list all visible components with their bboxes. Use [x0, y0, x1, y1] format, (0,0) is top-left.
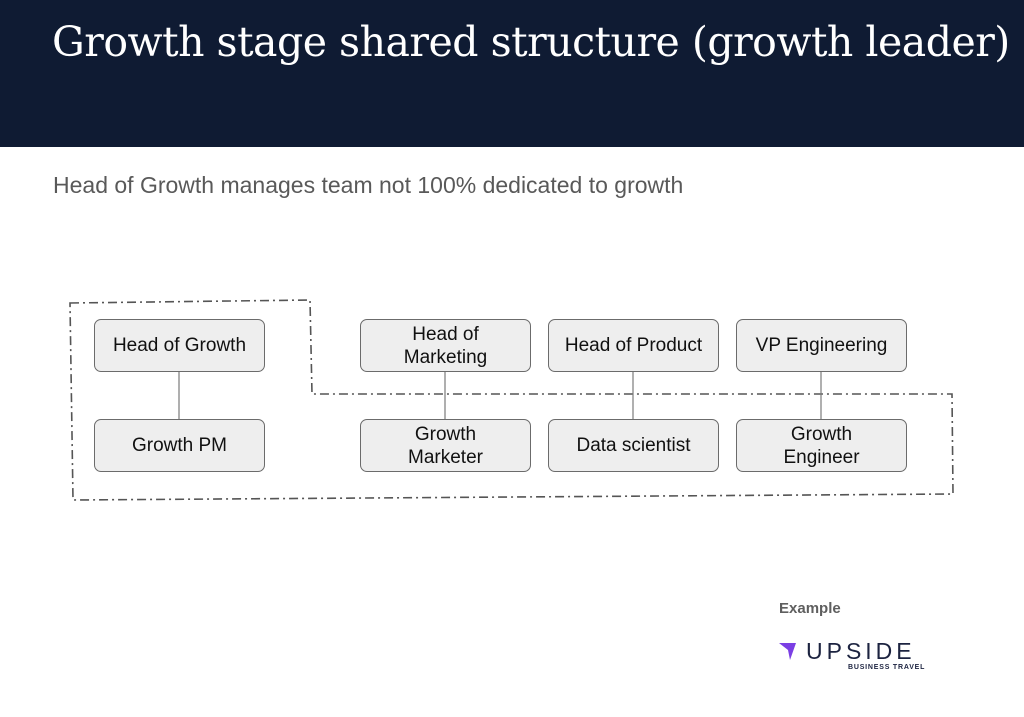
growth-team-boundary [69, 299, 954, 501]
header-banner: Growth stage shared structure (growth le… [0, 0, 1024, 147]
node-head-of-growth: Head of Growth [94, 319, 265, 372]
node-head-of-product: Head of Product [548, 319, 719, 372]
page-title: Growth stage shared structure (growth le… [52, 18, 1010, 66]
logo-tagline: BUSINESS TRAVEL [848, 664, 926, 671]
page-subtitle: Head of Growth manages team not 100% ded… [53, 172, 684, 198]
logo-wordmark: UPSIDE [806, 638, 916, 664]
node-vp-engineering: VP Engineering [736, 319, 907, 372]
upside-logo-mark-icon [779, 643, 796, 660]
node-head-of-marketing: Head of Marketing [360, 319, 531, 372]
node-data-scientist: Data scientist [548, 419, 719, 472]
node-growth-engineer: Growth Engineer [736, 419, 907, 472]
example-label: Example [779, 600, 841, 617]
node-growth-pm: Growth PM [94, 419, 265, 472]
node-growth-marketer: Growth Marketer [360, 419, 531, 472]
